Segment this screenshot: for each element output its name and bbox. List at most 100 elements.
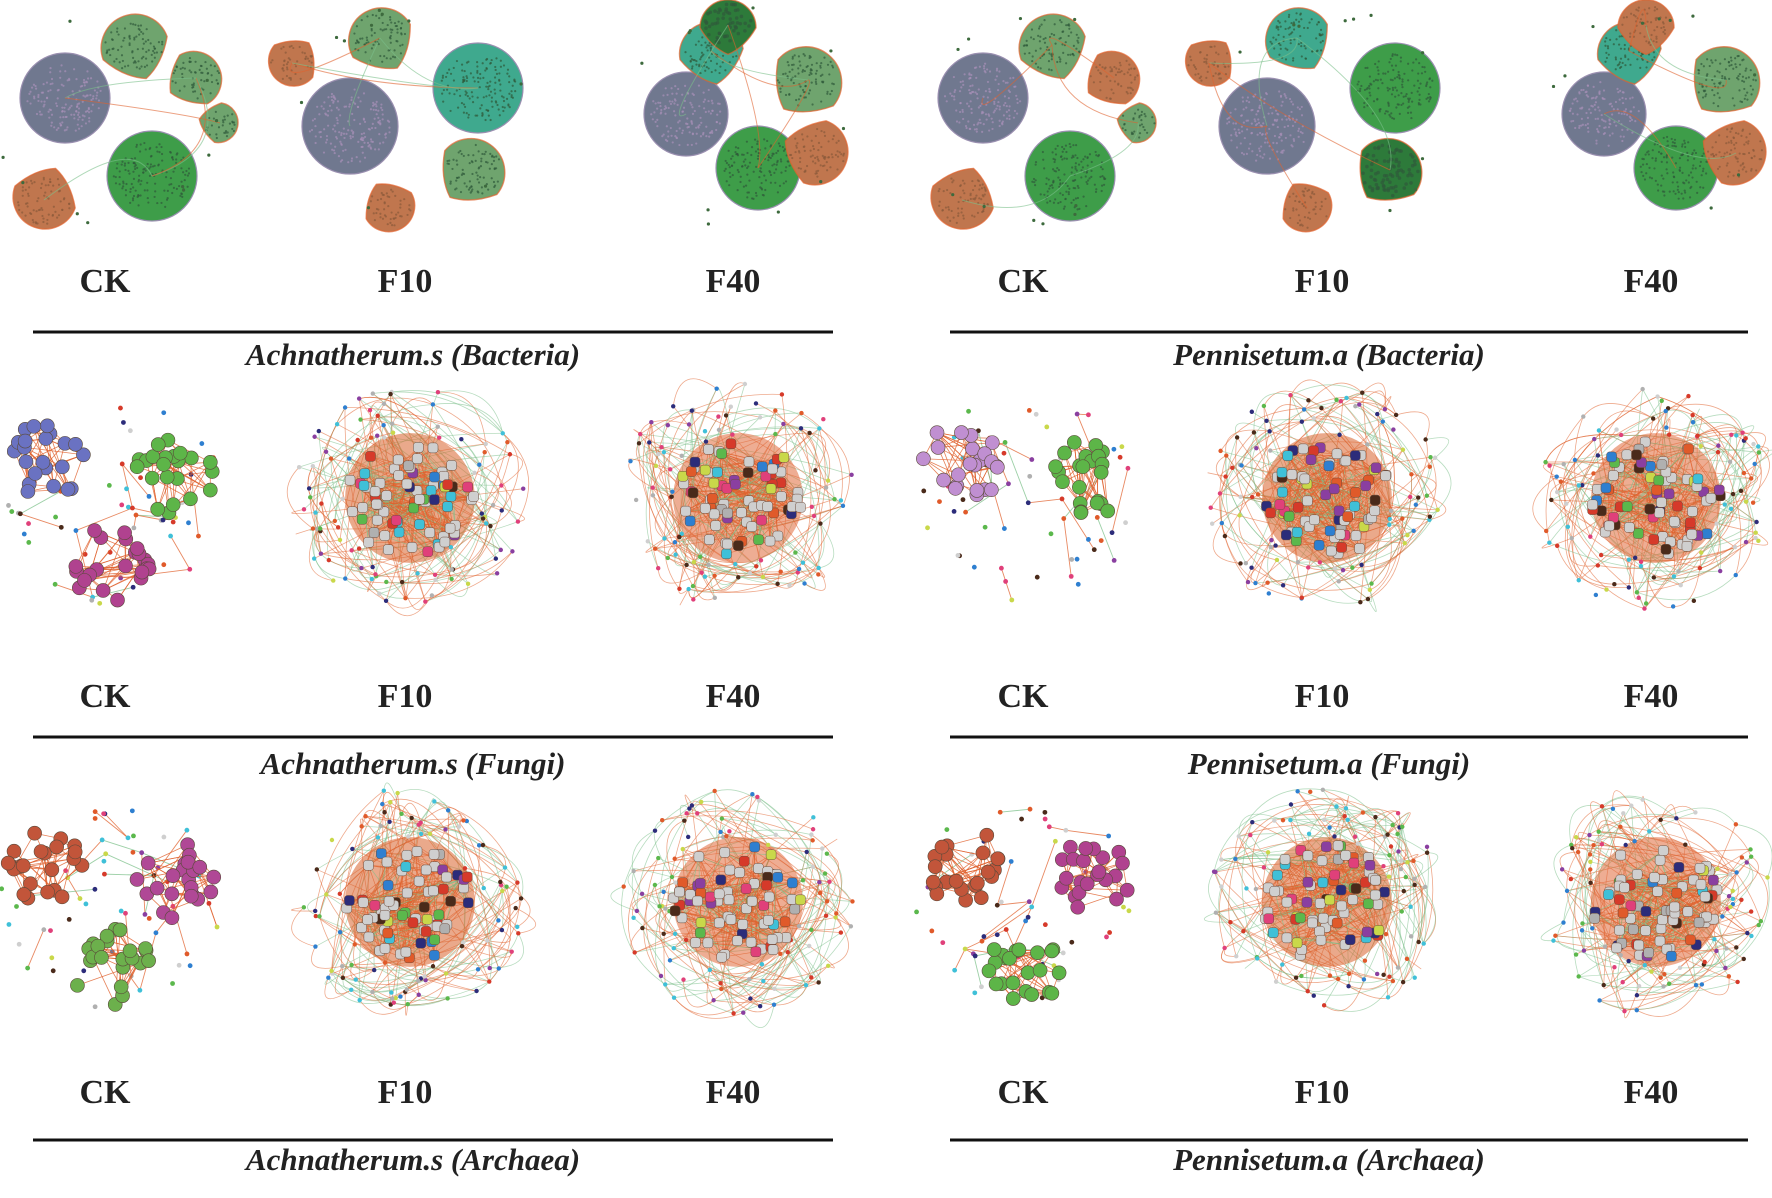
network-node	[502, 64, 506, 67]
network-node	[120, 163, 123, 166]
network-node	[1628, 119, 1632, 123]
network-node	[704, 534, 715, 545]
network-node	[1027, 473, 1033, 479]
network-module	[267, 40, 315, 87]
network-node	[993, 100, 996, 103]
network-node	[133, 512, 139, 518]
network-node	[1098, 63, 1101, 66]
network-node	[691, 106, 694, 109]
network-node	[707, 44, 711, 47]
network-node	[373, 117, 376, 120]
network-node	[751, 6, 755, 10]
network-node	[1697, 69, 1701, 72]
network-node	[1592, 85, 1595, 88]
network-node	[91, 97, 95, 100]
network-node	[1736, 173, 1741, 177]
network-node	[667, 106, 670, 110]
network-node	[51, 214, 54, 217]
network-node	[173, 167, 176, 170]
network-edge	[1069, 122, 1139, 177]
network-node	[1390, 93, 1394, 96]
network-node	[224, 131, 227, 134]
network-node	[378, 119, 381, 122]
network-node	[959, 196, 962, 199]
network-node	[481, 152, 484, 156]
network-node	[1012, 76, 1015, 79]
network-node	[381, 21, 384, 25]
network-node	[1760, 149, 1763, 152]
network-node	[173, 69, 177, 72]
network-node	[155, 51, 159, 54]
network-node	[1737, 169, 1740, 172]
network-node	[383, 544, 394, 555]
network-node	[1205, 54, 1209, 57]
network-node	[163, 189, 166, 192]
network-node	[26, 521, 31, 526]
network-node	[1592, 96, 1595, 99]
network-node	[1702, 167, 1705, 170]
network-node	[1672, 190, 1675, 193]
network-edge	[1049, 37, 1115, 79]
network-node	[1738, 89, 1741, 92]
network-node	[734, 146, 738, 149]
network-edge	[435, 525, 491, 576]
network-node	[391, 190, 394, 193]
network-node	[757, 151, 760, 155]
network-node	[656, 107, 659, 110]
network-node	[1248, 100, 1251, 104]
network-node	[1227, 65, 1230, 68]
network-node	[306, 57, 310, 60]
network-node	[1645, 40, 1648, 43]
network-node	[333, 151, 336, 155]
network-node	[449, 180, 452, 183]
network-node	[232, 129, 235, 133]
network-node	[1321, 39, 1324, 43]
network-node	[491, 105, 494, 108]
network-node	[831, 64, 834, 67]
network-node	[399, 579, 405, 585]
network-node	[813, 468, 818, 473]
network-node	[82, 78, 86, 82]
network-node	[1374, 62, 1377, 66]
network-node	[362, 132, 366, 135]
network-node	[489, 80, 492, 83]
network-node	[1608, 134, 1611, 137]
network-node	[1278, 53, 1281, 56]
network-node	[190, 71, 193, 74]
network-node	[310, 526, 316, 531]
network-node	[40, 206, 43, 210]
network-node	[27, 466, 43, 481]
network-node	[77, 113, 80, 116]
network-node	[1061, 516, 1067, 521]
network-node	[1413, 84, 1416, 87]
network-node	[478, 86, 481, 89]
network-node	[351, 112, 354, 116]
network-node	[313, 117, 316, 121]
network-node	[50, 113, 54, 116]
network-node	[1068, 142, 1071, 146]
network-node	[965, 126, 968, 130]
network-edge	[64, 77, 197, 99]
network-node	[116, 27, 119, 30]
network-node	[1023, 52, 1026, 55]
network-node	[656, 451, 661, 457]
network-node	[366, 15, 369, 18]
network-node	[1316, 49, 1319, 52]
network-node	[805, 164, 809, 168]
network-edge	[802, 562, 826, 578]
network-edge	[376, 503, 451, 529]
network-edge	[291, 62, 479, 89]
network-node	[342, 39, 347, 43]
network-node	[1240, 151, 1244, 155]
network-node	[193, 71, 197, 74]
network-node	[1691, 167, 1694, 170]
network-node	[1605, 56, 1609, 60]
network-node	[746, 521, 758, 532]
network-edge	[819, 428, 850, 506]
network-node	[1214, 72, 1217, 75]
network-node	[136, 166, 139, 169]
network-node	[686, 466, 697, 477]
network-node	[494, 92, 497, 95]
network-node	[686, 122, 689, 126]
network-node	[1316, 23, 1319, 26]
